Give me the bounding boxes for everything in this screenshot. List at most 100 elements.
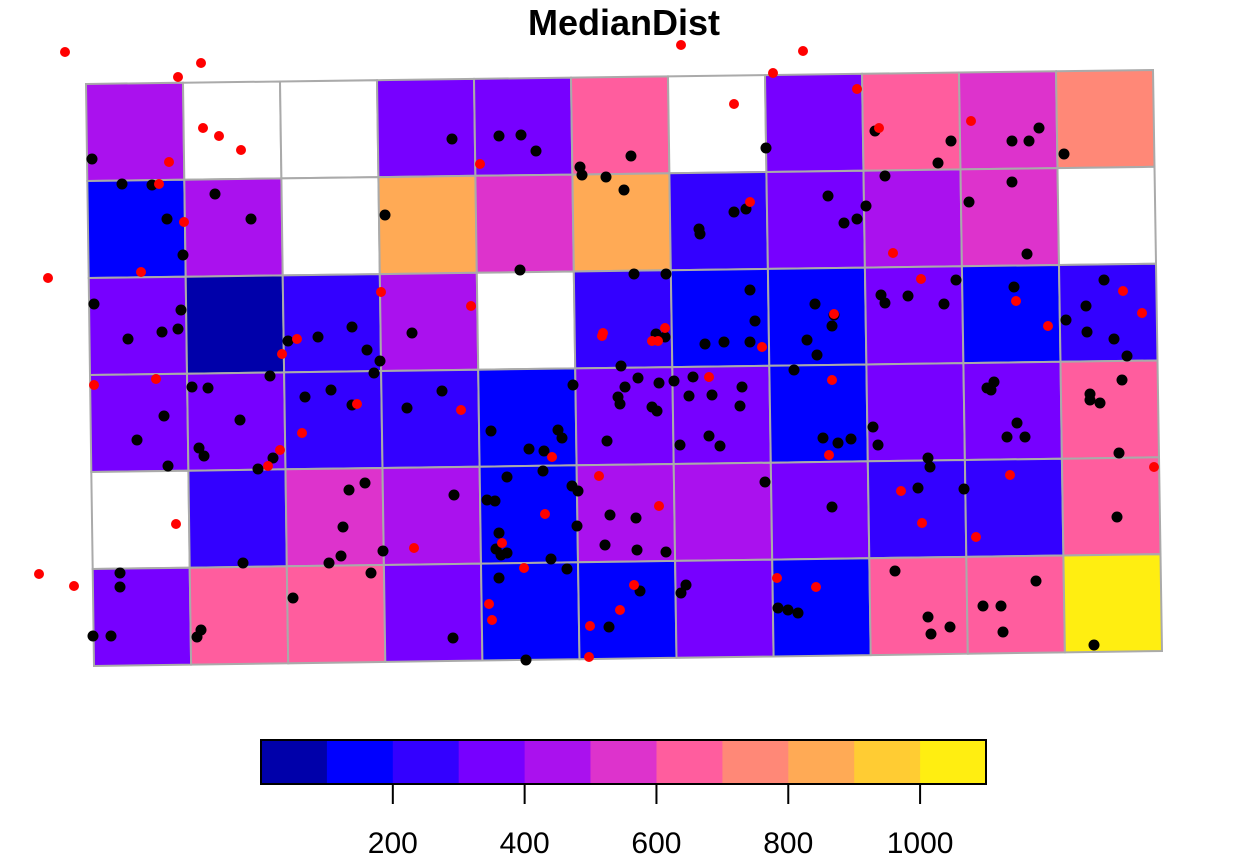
black-point (493, 527, 505, 539)
red-point (376, 287, 386, 297)
black-point (177, 249, 189, 261)
black-point (826, 320, 838, 332)
black-point (714, 440, 726, 452)
black-point (1006, 135, 1018, 147)
black-point (523, 443, 535, 455)
black-point (1094, 397, 1106, 409)
black-point (343, 484, 355, 496)
black-point (938, 298, 950, 310)
black-point (801, 334, 813, 346)
grid-cell (377, 174, 478, 276)
black-point (493, 130, 505, 142)
black-point (87, 630, 99, 642)
black-point (925, 628, 937, 640)
black-point (699, 338, 711, 350)
black-point (245, 213, 257, 225)
red-point (827, 375, 837, 385)
red-point (615, 605, 625, 615)
grid-cell (1060, 456, 1162, 557)
red-point (729, 99, 739, 109)
red-point (597, 331, 607, 341)
grid-cell (91, 566, 193, 668)
black-point (545, 553, 557, 565)
black-point (172, 323, 184, 335)
legend-swatch (656, 740, 723, 784)
black-point (977, 600, 989, 612)
legend-swatch (722, 740, 789, 784)
black-point (997, 626, 1009, 638)
black-point (734, 400, 746, 412)
grid-cell (88, 372, 190, 474)
black-point (922, 611, 934, 623)
black-point (601, 435, 613, 447)
black-point (630, 512, 642, 524)
black-point (632, 372, 644, 384)
black-point (1006, 176, 1018, 188)
black-point (337, 521, 349, 533)
black-point (237, 557, 249, 569)
black-point (1023, 135, 1035, 147)
black-point (631, 544, 643, 556)
red-point (466, 301, 476, 311)
red-point (1005, 470, 1015, 480)
red-point (69, 581, 79, 591)
black-point (489, 495, 501, 507)
legend-tick-label: 600 (631, 827, 681, 860)
grid-cell (184, 274, 286, 375)
red-point (487, 615, 497, 625)
black-point (995, 600, 1007, 612)
black-point (924, 461, 936, 473)
grid-cell (763, 72, 865, 174)
legend: 200 400 600 800 1000 (260, 739, 987, 860)
grid-cell (188, 565, 290, 666)
red-point (236, 145, 246, 155)
black-point (116, 178, 128, 190)
grid-cell (1062, 553, 1164, 654)
black-point (537, 465, 549, 477)
legend-frame (260, 739, 987, 785)
black-point (619, 381, 631, 393)
black-point (514, 264, 526, 276)
legend-swatch (590, 740, 657, 784)
grid-cell (87, 275, 189, 377)
black-point (683, 390, 695, 402)
black-point (335, 550, 347, 562)
black-point (851, 213, 863, 225)
black-point (950, 274, 962, 286)
black-point (501, 471, 513, 483)
red-point (966, 116, 976, 126)
grid-cell (378, 271, 480, 373)
red-point (772, 573, 782, 583)
black-point (687, 371, 699, 383)
black-point (1001, 431, 1013, 443)
black-point (193, 442, 205, 454)
black-point (368, 367, 380, 379)
grid-cell (86, 178, 187, 280)
red-point (888, 248, 898, 258)
black-point (374, 355, 386, 367)
grid-cell (668, 170, 769, 272)
black-point (718, 336, 730, 348)
red-point (89, 380, 99, 390)
black-point (365, 567, 377, 579)
black-point (567, 379, 579, 391)
grid-cell (769, 460, 871, 561)
red-point (629, 580, 639, 590)
red-point (352, 399, 362, 409)
grid-cell (765, 169, 866, 270)
black-point (576, 169, 588, 181)
black-point (932, 157, 944, 169)
black-point (191, 631, 203, 643)
grid-cell (380, 368, 481, 470)
black-point (838, 217, 850, 229)
black-point (1121, 350, 1133, 362)
red-point (654, 501, 664, 511)
grid-cells (84, 68, 1164, 668)
black-point (1033, 122, 1045, 134)
grid-cell (569, 75, 671, 176)
black-point (186, 381, 198, 393)
black-point (1030, 575, 1042, 587)
red-point (1149, 462, 1159, 472)
legend-swatch (920, 740, 987, 784)
black-point (114, 567, 126, 579)
